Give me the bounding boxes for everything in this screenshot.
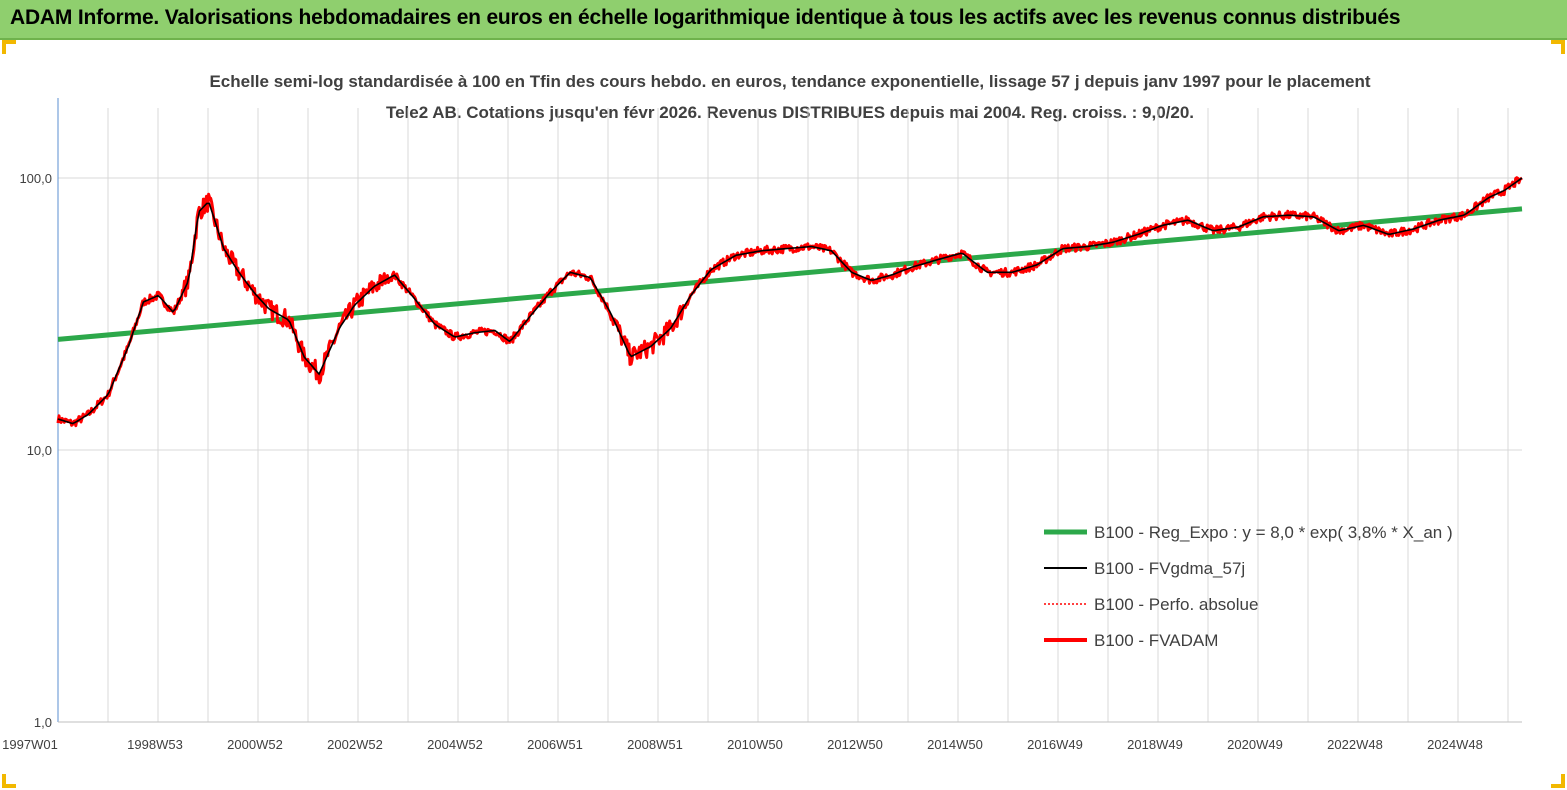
x-tick-label: 2000W52 (227, 737, 283, 752)
legend-label: B100 - FVADAM (1094, 631, 1218, 650)
legend-label: B100 - Perfo. absolue (1094, 595, 1258, 614)
chart-title: Echelle semi-log standardisée à 100 en T… (209, 72, 1371, 122)
x-tick-label: 2018W49 (1127, 737, 1183, 752)
corner-mark-bottom-right (1551, 774, 1565, 788)
x-tick-label: 2002W52 (327, 737, 383, 752)
x-tick-label: 2006W51 (527, 737, 583, 752)
x-tick-label: 2012W50 (827, 737, 883, 752)
x-tick-label: 2020W49 (1227, 737, 1283, 752)
title-banner: ADAM Informe. Valorisations hebdomadaire… (0, 0, 1567, 40)
corner-mark-bottom-left (2, 774, 16, 788)
corner-mark-top-left (2, 40, 16, 54)
x-tick-label: 2004W52 (427, 737, 483, 752)
grid-lines (58, 108, 1522, 723)
x-tick-label: 2014W50 (927, 737, 983, 752)
x-tick-label: 2016W49 (1027, 737, 1083, 752)
series-smooth-line (57, 177, 1523, 425)
series-group (56, 176, 1523, 428)
y-tick-label: 1,0 (34, 715, 52, 730)
x-tick-label: 2022W48 (1327, 737, 1383, 752)
x-tick-label: 1997W01 (2, 737, 58, 752)
y-tick-label: 10,0 (27, 443, 52, 458)
legend: B100 - Reg_Expo : y = 8,0 * exp( 3,8% * … (1044, 523, 1453, 650)
legend-label: B100 - FVgdma_57j (1094, 559, 1245, 578)
x-tick-label: 2010W50 (727, 737, 783, 752)
y-tick-label: 100,0 (19, 171, 52, 186)
banner-title: ADAM Informe. Valorisations hebdomadaire… (10, 6, 1401, 29)
series-trend-line (57, 206, 1523, 342)
x-tick-label: 2024W48 (1427, 737, 1483, 752)
legend-label: B100 - Reg_Expo : y = 8,0 * exp( 3,8% * … (1094, 523, 1453, 542)
corner-mark-top-right (1551, 40, 1565, 54)
series-fvadam-line (56, 176, 1523, 428)
x-tick-label: 2008W51 (627, 737, 683, 752)
x-tick-label: 1998W53 (127, 737, 183, 752)
axes: 1,0 10,0 100,0 1997W01 1998W53 2000W52 2002W52… (2, 98, 1522, 752)
